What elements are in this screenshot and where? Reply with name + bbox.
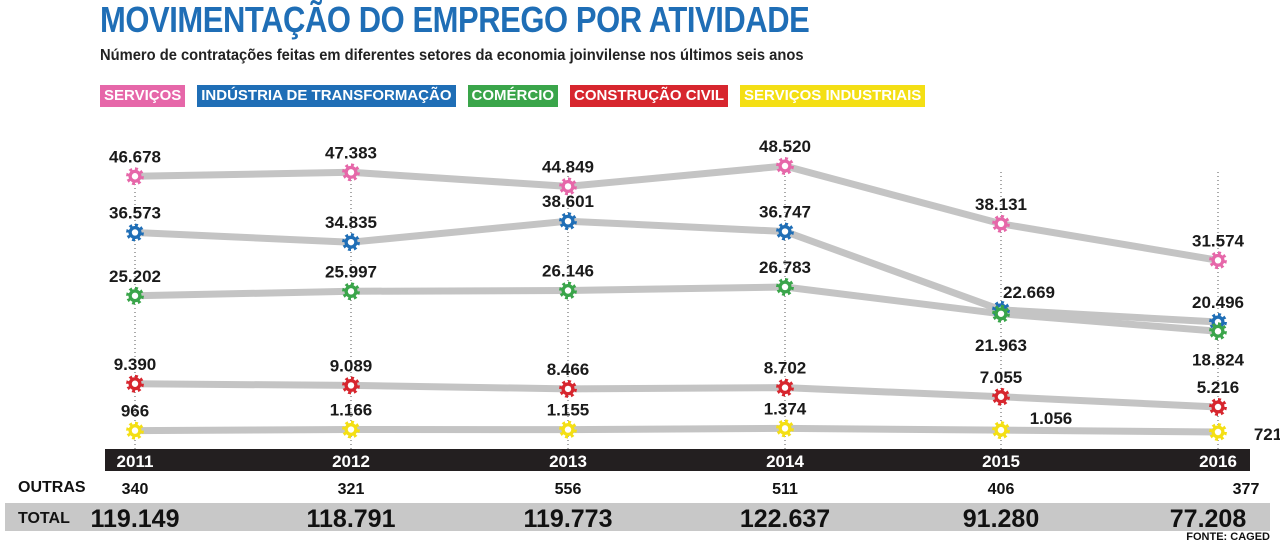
value-label-s4-2015: 1.056 <box>1030 409 1073 428</box>
marker-s2-2011 <box>126 286 144 305</box>
outras-value-2015: 406 <box>988 481 1015 498</box>
total-row-label: TOTAL <box>18 510 70 527</box>
value-label-s2-2016: 18.824 <box>1192 350 1245 369</box>
value-label-s0-2011: 46.678 <box>109 147 161 166</box>
series-line-2 <box>131 283 1222 335</box>
total-value-2014: 122.637 <box>740 505 830 533</box>
legend-servicos-industriais: SERVIÇOS INDUSTRIAIS <box>740 85 926 107</box>
legend-servicos: SERVIÇOS <box>100 85 186 107</box>
value-label-s4-2013: 1.155 <box>547 401 590 420</box>
value-label-s2-2015: 21.963 <box>975 336 1027 355</box>
value-label-s0-2016: 31.574 <box>1192 231 1245 250</box>
total-row-bar <box>5 503 1270 531</box>
year-label-2014: 2014 <box>766 452 804 471</box>
total-value-2015: 91.280 <box>963 505 1039 533</box>
year-axis-bar <box>105 449 1250 471</box>
marker-s0-2012 <box>342 163 360 182</box>
legend-comercio: COMÉRCIO <box>467 85 559 107</box>
marker-s0-2014 <box>776 157 794 175</box>
value-label-s3-2012: 9.089 <box>330 356 373 375</box>
marker-s0-2011 <box>126 167 144 186</box>
value-label-s1-2011: 36.573 <box>109 203 161 222</box>
value-label-s1-2013: 38.601 <box>542 192 594 211</box>
marker-s3-2014 <box>776 378 794 397</box>
marker-s1-2013 <box>559 212 577 231</box>
marker-s1-2014 <box>776 222 794 241</box>
value-label-s0-2013: 44.849 <box>542 157 594 176</box>
marker-s3-2016 <box>1209 397 1227 416</box>
marker-s3-2015 <box>992 387 1010 406</box>
value-label-s1-2014: 36.747 <box>759 203 811 222</box>
marker-s4-2013 <box>559 420 577 439</box>
outras-value-2014: 511 <box>772 481 798 498</box>
total-value-2011: 119.149 <box>91 505 180 533</box>
value-label-s1-2012: 34.835 <box>325 213 377 232</box>
total-value-2013: 119.773 <box>524 505 613 533</box>
marker-s4-2011 <box>126 421 144 440</box>
value-label-s0-2015: 38.131 <box>975 195 1027 214</box>
outras-row-label: OUTRAS <box>18 479 86 496</box>
value-label-s3-2016: 5.216 <box>1197 378 1240 397</box>
legend-construcao-civil: CONSTRUÇÃO CIVIL <box>570 85 729 107</box>
marker-s3-2011 <box>126 374 144 393</box>
series-line-1 <box>131 217 1222 326</box>
source-note: FONTE: CAGED <box>1186 531 1270 543</box>
value-label-s2-2013: 26.146 <box>542 262 594 281</box>
marker-s0-2013 <box>559 177 577 196</box>
marker-s0-2015 <box>992 214 1010 233</box>
marker-s1-2012 <box>342 233 360 252</box>
year-label-2015: 2015 <box>982 452 1020 471</box>
marker-s4-2012 <box>342 420 360 439</box>
series-line-0 <box>131 162 1222 264</box>
value-label-s0-2014: 48.520 <box>759 137 811 156</box>
marker-s2-2012 <box>342 282 360 301</box>
series-line-4 <box>131 424 1222 436</box>
marker-s4-2015 <box>992 421 1010 440</box>
total-value-2016: 77.208 <box>1170 505 1247 533</box>
outras-value-2011: 340 <box>122 481 149 498</box>
outras-value-2013: 556 <box>555 481 582 498</box>
marker-s2-2013 <box>559 281 577 300</box>
outras-value-2016: 377 <box>1233 481 1260 498</box>
outras-value-2012: 321 <box>338 481 365 498</box>
chart-title: MOVIMENTAÇÃO DO EMPREGO POR ATIVIDADE <box>100 0 810 40</box>
total-value-2012: 118.791 <box>307 505 396 533</box>
value-label-s3-2013: 8.466 <box>547 360 590 379</box>
marker-s3-2012 <box>342 376 360 395</box>
marker-s4-2016 <box>1209 423 1227 441</box>
value-label-s4-2016: 721 <box>1254 425 1280 444</box>
value-label-s3-2014: 8.702 <box>764 359 807 378</box>
series-line-3 <box>131 380 1222 411</box>
marker-s2-2014 <box>776 277 794 296</box>
marker-s2-2016 <box>1209 322 1227 341</box>
value-label-s1-2016: 20.496 <box>1192 293 1244 312</box>
value-label-s2-2012: 25.997 <box>325 262 377 281</box>
chart-subtitle: Número de contratações feitas em diferen… <box>100 47 804 64</box>
marker-s1-2011 <box>126 223 144 242</box>
value-label-s3-2015: 7.055 <box>980 368 1023 387</box>
marker-s0-2016 <box>1209 251 1227 270</box>
year-label-2011: 2011 <box>117 452 154 471</box>
value-label-s2-2011: 25.202 <box>109 267 161 286</box>
value-label-s4-2011: 966 <box>121 402 149 421</box>
value-label-s1-2015: 22.669 <box>1003 283 1055 302</box>
value-label-s3-2011: 9.390 <box>114 355 157 374</box>
year-label-2013: 2013 <box>549 452 587 471</box>
marker-s4-2014 <box>776 419 794 438</box>
marker-s2-2015 <box>992 304 1010 323</box>
value-label-s4-2014: 1.374 <box>764 399 807 418</box>
legend: SERVIÇOS INDÚSTRIA DE TRANSFORMAÇÃO COMÉ… <box>100 85 926 107</box>
value-label-s0-2012: 47.383 <box>325 143 377 162</box>
year-label-2016: 2016 <box>1199 452 1237 471</box>
year-label-2012: 2012 <box>332 452 370 471</box>
legend-industria-transformacao: INDÚSTRIA DE TRANSFORMAÇÃO <box>197 85 456 107</box>
value-label-s4-2012: 1.166 <box>330 401 373 420</box>
marker-s3-2013 <box>559 379 577 398</box>
value-label-s2-2014: 26.783 <box>759 258 811 277</box>
